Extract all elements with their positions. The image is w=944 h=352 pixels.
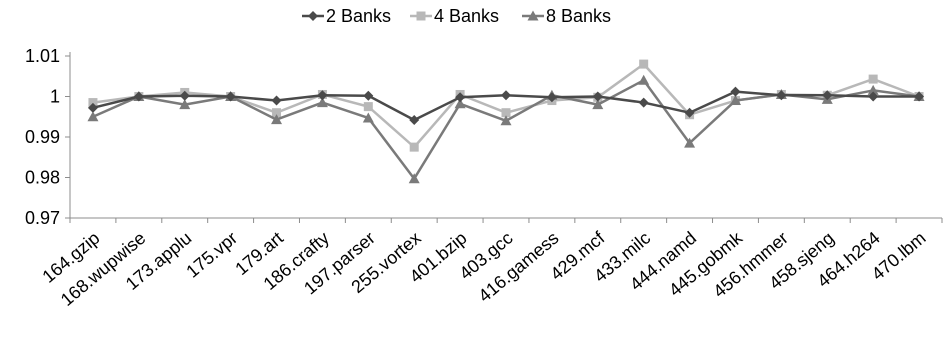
data-point	[639, 59, 649, 69]
chart-legend: 2 Banks 4 Banks 8 Banks	[302, 6, 611, 26]
data-point	[776, 90, 787, 101]
data-point	[868, 74, 878, 84]
data-point	[363, 90, 374, 101]
data-point	[408, 173, 420, 184]
data-point	[914, 91, 925, 102]
data-point	[684, 137, 696, 148]
data-point	[409, 142, 419, 152]
legend-label: 8 Banks	[546, 6, 611, 26]
data-point	[179, 99, 191, 110]
data-point	[454, 98, 466, 109]
data-point	[316, 97, 328, 108]
data-point	[225, 91, 236, 102]
data-point	[271, 95, 282, 106]
y-tick-label: 1	[50, 87, 60, 107]
data-point	[684, 107, 695, 118]
legend-label: 2 Banks	[326, 6, 391, 26]
data-point	[87, 111, 99, 122]
data-point	[317, 90, 328, 101]
data-point	[638, 74, 650, 85]
legend-item: 2 Banks	[302, 6, 391, 26]
data-point	[730, 86, 741, 97]
data-point	[271, 114, 283, 125]
data-point	[409, 114, 420, 125]
data-point	[501, 90, 511, 101]
series-line	[92, 62, 920, 149]
y-tick-label: 0.99	[25, 127, 60, 147]
legend-marker	[527, 10, 539, 21]
series-4-banks	[88, 59, 924, 152]
data-point	[133, 91, 144, 102]
legend-marker	[416, 11, 426, 21]
data-point	[362, 112, 374, 123]
data-point	[867, 84, 879, 95]
data-point	[546, 92, 557, 103]
data-point	[729, 95, 741, 106]
y-axis: 0.97 0.98 0.99 1 1.01	[25, 46, 71, 228]
data-point	[272, 108, 282, 118]
y-tick-label: 0.97	[25, 208, 60, 228]
series-2-banks	[87, 86, 925, 125]
legend-label: 4 Banks	[434, 6, 499, 26]
data-point	[455, 92, 466, 103]
legend-item: 8 Banks	[522, 6, 611, 26]
data-point	[363, 102, 373, 112]
data-point	[638, 97, 649, 108]
legend-item: 4 Banks	[410, 6, 499, 26]
x-axis: 164.gzip168.wupwise173.applu175.vpr179.a…	[39, 217, 943, 310]
data-point	[822, 90, 833, 101]
data-point	[179, 90, 190, 101]
data-point	[500, 115, 512, 126]
legend-marker	[308, 11, 318, 21]
data-point	[592, 99, 604, 110]
data-point	[501, 108, 511, 118]
data-point	[88, 98, 98, 108]
y-tick-label: 1.01	[25, 46, 60, 66]
data-point	[868, 91, 879, 102]
data-point	[592, 91, 603, 102]
series-layer	[87, 59, 925, 184]
x-tick-label: 175.vpr	[182, 228, 241, 282]
data-point	[87, 102, 98, 113]
y-tick-label: 0.98	[25, 168, 60, 188]
